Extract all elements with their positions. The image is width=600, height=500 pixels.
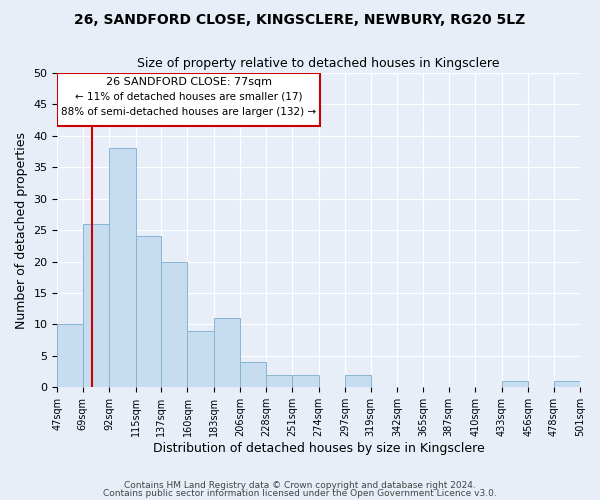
Title: Size of property relative to detached houses in Kingsclere: Size of property relative to detached ho… [137, 58, 500, 70]
Text: 26 SANDFORD CLOSE: 77sqm: 26 SANDFORD CLOSE: 77sqm [106, 78, 272, 88]
Bar [292, 375, 319, 388]
Bar [187, 331, 214, 388]
Text: 26, SANDFORD CLOSE, KINGSCLERE, NEWBURY, RG20 5LZ: 26, SANDFORD CLOSE, KINGSCLERE, NEWBURY,… [74, 12, 526, 26]
Y-axis label: Number of detached properties: Number of detached properties [15, 132, 28, 328]
Bar [214, 318, 241, 388]
Bar [502, 381, 528, 388]
Bar [345, 375, 371, 388]
Text: Contains HM Land Registry data © Crown copyright and database right 2024.: Contains HM Land Registry data © Crown c… [124, 481, 476, 490]
Bar [136, 236, 161, 388]
Bar [241, 362, 266, 388]
FancyBboxPatch shape [58, 73, 320, 126]
Bar [58, 324, 83, 388]
X-axis label: Distribution of detached houses by size in Kingsclere: Distribution of detached houses by size … [153, 442, 485, 455]
Bar [554, 381, 580, 388]
Bar [83, 224, 109, 388]
Bar [266, 375, 292, 388]
Bar [161, 262, 187, 388]
Bar [109, 148, 136, 388]
Text: Contains public sector information licensed under the Open Government Licence v3: Contains public sector information licen… [103, 488, 497, 498]
Text: ← 11% of detached houses are smaller (17): ← 11% of detached houses are smaller (17… [75, 92, 302, 102]
Text: 88% of semi-detached houses are larger (132) →: 88% of semi-detached houses are larger (… [61, 107, 316, 117]
